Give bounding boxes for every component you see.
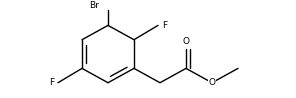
Text: F: F — [49, 78, 54, 87]
Text: O: O — [183, 37, 189, 46]
Text: F: F — [162, 21, 167, 30]
Text: O: O — [208, 78, 215, 87]
Text: Br: Br — [89, 1, 99, 10]
